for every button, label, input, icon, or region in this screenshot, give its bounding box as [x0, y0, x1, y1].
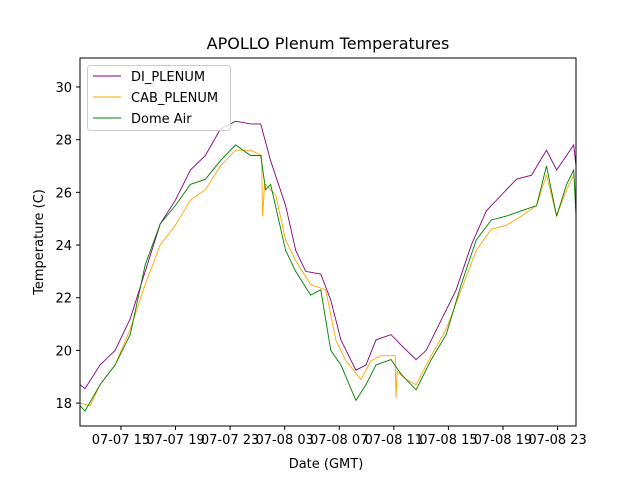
legend: DI_PLENUM CAB_PLENUM Dome Air — [87, 65, 231, 131]
x-tick-label: 07-08 11 — [365, 433, 423, 448]
plot-area — [79, 120, 577, 412]
legend-label: CAB_PLENUM — [131, 91, 218, 106]
y-tick-label: 24 — [55, 239, 72, 254]
x-axis-label: Date (GMT) — [289, 457, 364, 472]
y-axis-label: Temperature (C) — [32, 189, 47, 296]
chart-title: APOLLO Plenum Temperatures — [207, 34, 450, 53]
x-tick-label: 07-08 15 — [419, 433, 477, 448]
y-tick-label: 28 — [55, 134, 72, 149]
x-tick-label: 07-07 15 — [92, 433, 150, 448]
x-tick-label: 07-07 23 — [201, 433, 259, 448]
x-tick-label: 07-08 23 — [528, 433, 586, 448]
legend-label: Dome Air — [131, 112, 192, 127]
y-tick-label: 18 — [55, 397, 72, 412]
axes-frame — [79, 57, 577, 427]
y-tick-label: 20 — [55, 344, 72, 359]
legend-frame — [87, 65, 231, 131]
y-axis: 18 20 22 24 26 28 30 — [55, 81, 80, 412]
y-tick-label: 30 — [55, 81, 72, 96]
series-line-cab-plenum — [79, 149, 577, 407]
x-tick-label: 07-07 19 — [146, 433, 204, 448]
y-tick-label: 22 — [55, 292, 72, 307]
series-line-dome-air — [79, 144, 577, 412]
legend-label: DI_PLENUM — [131, 70, 205, 85]
x-tick-label: 07-08 19 — [474, 433, 532, 448]
x-tick-label: 07-08 07 — [310, 433, 368, 448]
series-line-di-plenum — [79, 120, 577, 390]
x-tick-label: 07-08 03 — [255, 433, 313, 448]
y-tick-label: 26 — [55, 186, 72, 201]
